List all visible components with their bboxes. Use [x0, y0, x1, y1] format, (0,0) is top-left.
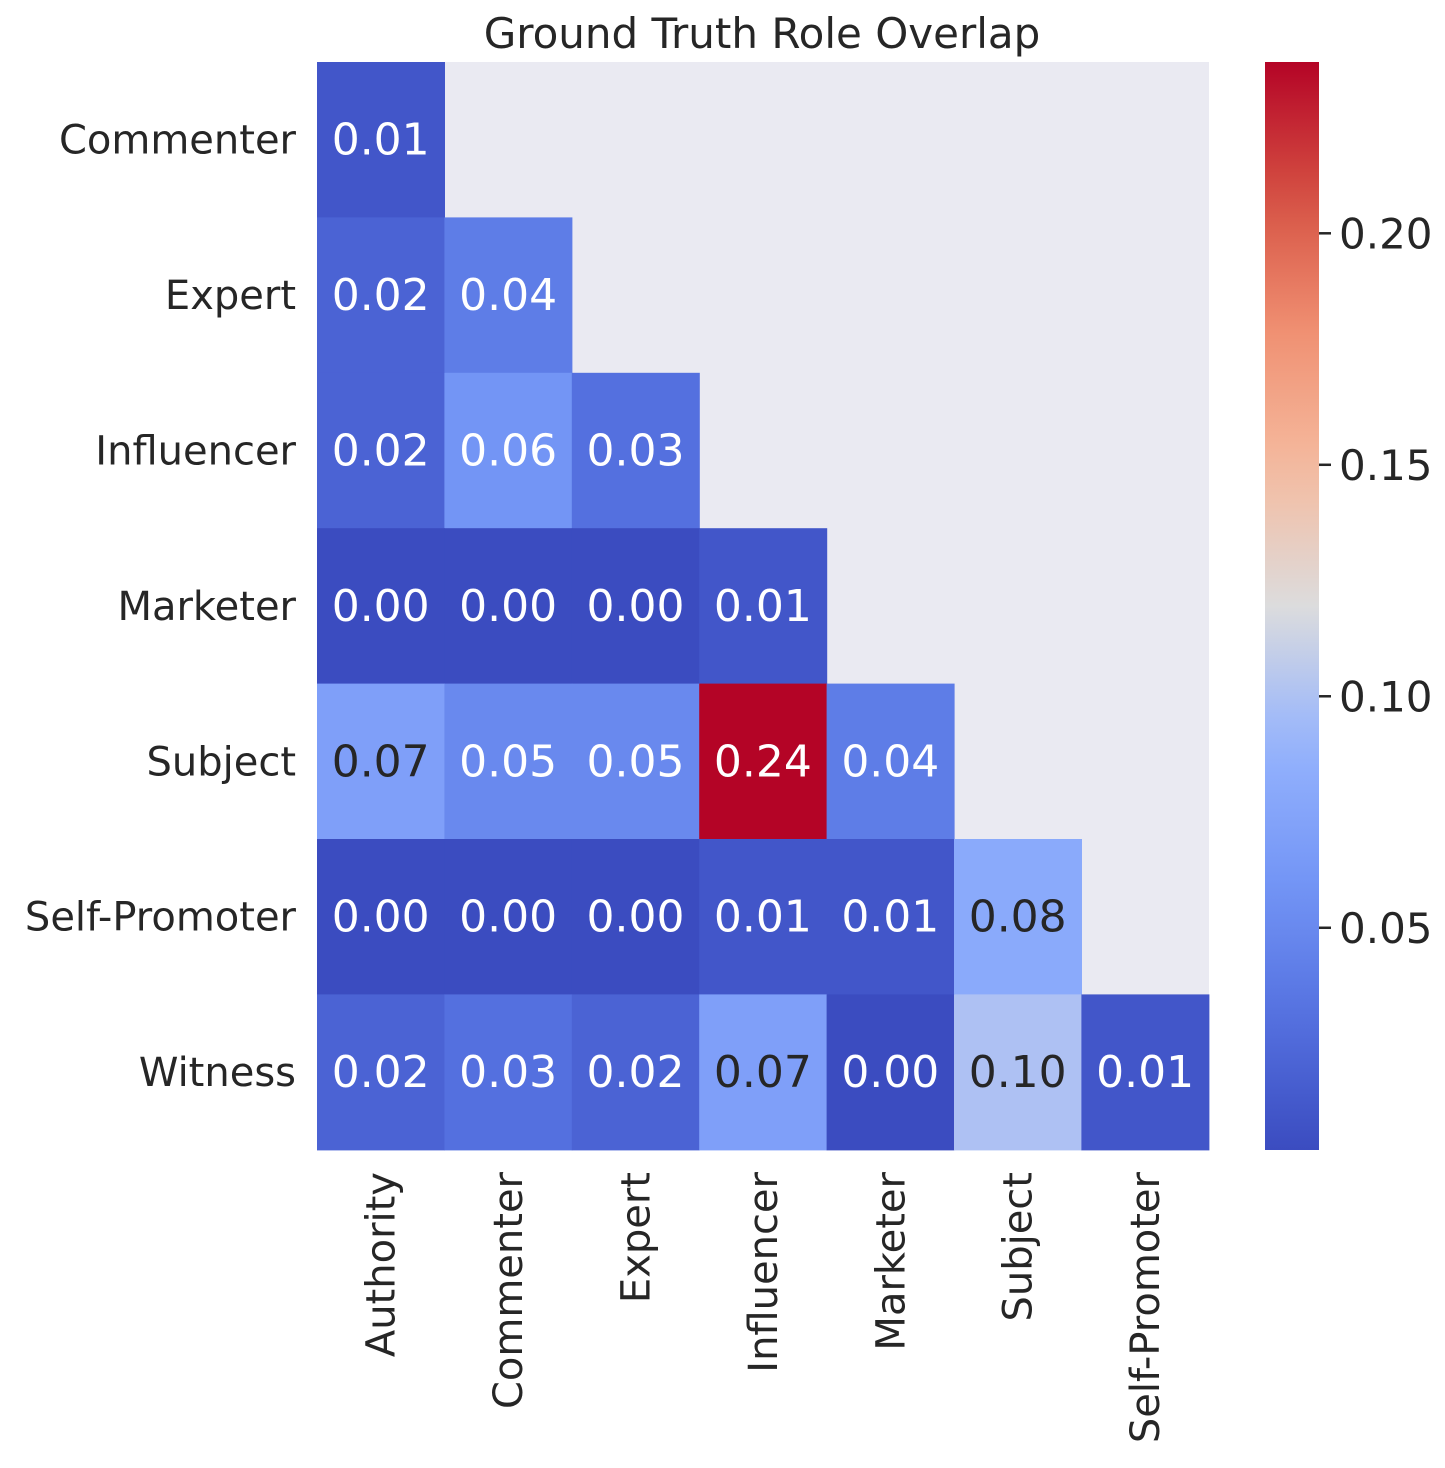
x-tick-label: Authority	[359, 1172, 405, 1357]
cell-annotation: 0.00	[332, 581, 430, 632]
colorbar	[1265, 62, 1319, 1150]
heatmap-cells	[317, 62, 1210, 1151]
cell-annotation: 0.00	[841, 1047, 939, 1098]
heatmap-cell	[444, 994, 573, 1151]
cell-annotation: 0.02	[332, 270, 430, 321]
heatmap-cell	[1081, 994, 1210, 1151]
heatmap-cell	[317, 372, 445, 529]
cell-annotation: 0.07	[714, 1047, 812, 1098]
cell-annotation: 0.06	[459, 426, 557, 477]
x-tick-label: Self-Promoter	[1123, 1171, 1169, 1443]
heatmap-cell	[699, 994, 828, 1151]
x-tick-label: Expert	[614, 1172, 660, 1303]
heatmap-cell	[317, 994, 445, 1151]
y-tick-label: Influencer	[95, 429, 296, 475]
heatmap-cell	[826, 839, 955, 995]
heatmap-cell	[317, 683, 445, 840]
y-tick-label: Witness	[139, 1050, 296, 1096]
heatmap-cell	[571, 372, 700, 529]
cell-annotation: 0.05	[459, 736, 557, 787]
cell-annotation: 0.01	[1096, 1047, 1194, 1098]
chart-title: Ground Truth Role Overlap	[484, 9, 1041, 58]
x-tick-label: Commenter	[486, 1171, 532, 1409]
heatmap-cell	[699, 683, 828, 840]
colorbar-tick-label: 0.10	[1339, 672, 1433, 721]
y-tick-label: Self-Promoter	[25, 895, 297, 941]
heatmap-cell	[571, 683, 700, 840]
heatmap-cell	[317, 839, 445, 995]
cell-annotation: 0.02	[332, 1047, 430, 1098]
heatmap-cell	[444, 528, 573, 685]
y-axis-tick-labels: Commenter Expert Influencer Marketer Subject…	[25, 118, 297, 1096]
colorbar-tick-label: 0.05	[1339, 904, 1433, 953]
cell-annotation: 0.24	[714, 736, 812, 787]
y-tick-label: Subject	[146, 739, 296, 785]
heatmap-cell	[317, 217, 445, 374]
heatmap-cell	[571, 839, 700, 995]
cell-annotation: 0.04	[459, 270, 557, 321]
x-tick-label: Subject	[996, 1172, 1042, 1322]
heatmap-annotations: 0.01 0.02 0.04 0.02 0.06 0.03 0.00 0.00 0.00 0.01…	[332, 115, 1194, 1098]
cell-annotation: 0.03	[459, 1047, 557, 1098]
colorbar-tick-label: 0.20	[1339, 209, 1433, 258]
cell-annotation: 0.00	[459, 581, 557, 632]
heatmap-cell	[444, 839, 573, 995]
cell-annotation: 0.00	[587, 892, 685, 943]
heatmap-cell	[571, 528, 700, 685]
cell-annotation: 0.02	[332, 426, 430, 477]
cell-annotation: 0.01	[714, 581, 812, 632]
cell-annotation: 0.01	[714, 892, 812, 943]
heatmap-cell	[954, 839, 1082, 995]
heatmap-cell	[699, 528, 828, 685]
heatmap-cell	[699, 839, 828, 995]
cell-annotation: 0.00	[587, 581, 685, 632]
heatmap-cell	[317, 62, 445, 218]
cell-annotation: 0.07	[332, 736, 430, 787]
x-tick-label: Marketer	[868, 1171, 914, 1350]
cell-annotation: 0.01	[841, 892, 939, 943]
cell-annotation: 0.03	[587, 426, 685, 477]
heatmap-cell	[444, 372, 573, 529]
heatmap-cell	[444, 217, 573, 374]
cell-annotation: 0.10	[969, 1047, 1067, 1098]
cell-annotation: 0.00	[459, 892, 557, 943]
heatmap-cell	[317, 528, 445, 685]
x-axis-tick-labels: Authority Commenter Expert Influencer Market…	[359, 1171, 1169, 1443]
heatmap-cell	[571, 994, 700, 1151]
heatmap-cell	[954, 994, 1082, 1151]
y-tick-label: Expert	[165, 273, 296, 319]
cell-annotation: 0.01	[332, 115, 430, 166]
x-tick-label: Influencer	[741, 1171, 787, 1372]
heatmap-cell	[826, 994, 955, 1151]
colorbar-ticks: 0.05 0.10 0.15 0.20	[1319, 209, 1433, 953]
y-tick-label: Commenter	[59, 118, 297, 164]
heatmap-cell	[826, 683, 955, 840]
colorbar-tick-label: 0.15	[1339, 441, 1433, 490]
cell-annotation: 0.05	[587, 736, 685, 787]
cell-annotation: 0.02	[587, 1047, 685, 1098]
heatmap-cell	[444, 683, 573, 840]
y-tick-label: Marketer	[117, 584, 296, 630]
cell-annotation: 0.00	[332, 892, 430, 943]
cell-annotation: 0.04	[841, 736, 939, 787]
cell-annotation: 0.08	[969, 892, 1067, 943]
